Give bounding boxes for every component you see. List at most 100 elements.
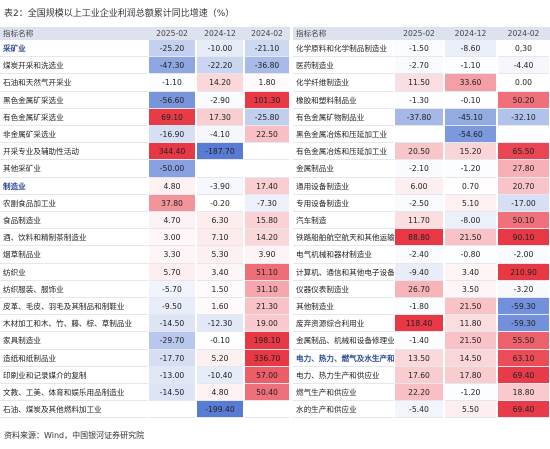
value-cell: -59.30: [498, 315, 549, 333]
value-cell: [149, 401, 195, 419]
value-cell: 17.40: [245, 177, 289, 195]
row-label: 计算机、通信和其他电子设备制造业: [293, 264, 394, 281]
value-cell: 198.10: [245, 332, 289, 350]
row-label: 煤炭开采和洗选业: [0, 57, 148, 75]
row-label: 专用设备制造业: [293, 195, 394, 212]
row-label: 其他制造业: [293, 298, 394, 316]
value-cell: 6.00: [395, 177, 443, 195]
value-cell: 5.20: [197, 349, 243, 367]
row-label: 医药制造业: [293, 57, 394, 75]
value-cell: 17.60: [395, 366, 443, 384]
row-label: 其他采矿业: [0, 160, 148, 178]
row-label: 家具制造业: [0, 332, 148, 350]
header-cell: 2024-02: [244, 27, 290, 40]
header-cell: 2024-12: [196, 27, 244, 40]
value-cell: 69.10: [149, 108, 195, 126]
value-cell: -0.10: [445, 91, 496, 109]
value-cell: 11.70: [395, 212, 443, 230]
value-cell: -47.30: [149, 57, 195, 75]
value-cell: -0.80: [445, 246, 496, 264]
row-label: 化学原料和化学制品制造业: [293, 40, 394, 58]
value-cell: 90.10: [498, 229, 549, 247]
value-cell: 3.50: [445, 280, 496, 298]
row-label: 纺织业: [0, 264, 148, 281]
row-label: 石油和天然气开采业: [0, 74, 148, 92]
value-cell: 17.30: [197, 108, 243, 126]
value-cell: -2.00: [498, 246, 549, 264]
row-label: 黑色金属冶炼和压延加工业: [293, 126, 394, 144]
row-label: 皮革、毛皮、羽毛及其制品和制鞋业: [0, 298, 148, 316]
value-cell: -1.30: [395, 91, 443, 109]
value-cell: 4.80: [197, 384, 243, 402]
value-cell: -2.10: [395, 160, 443, 178]
value-cell: -1.20: [445, 160, 496, 178]
row-label: 废弃资源综合利用业: [293, 315, 394, 333]
value-cell: 21.30: [245, 298, 289, 316]
value-cell: 336.70: [245, 349, 289, 367]
value-cell: -0.10: [197, 332, 243, 350]
value-cell: 14.20: [197, 74, 243, 92]
value-cell: 65.50: [498, 143, 549, 161]
row-label: 有色金属冶炼和压延加工业: [293, 143, 394, 161]
value-cell: [245, 160, 289, 178]
value-cell: -59.30: [498, 298, 549, 316]
value-cell: 0.00: [498, 74, 549, 92]
value-cell: -36.80: [245, 57, 289, 75]
value-cell: -22.20: [197, 57, 243, 75]
value-cell: -10.40: [197, 366, 243, 384]
value-cell: 88.80: [395, 229, 443, 247]
value-cell: -25.20: [149, 40, 195, 58]
row-label: 印刷业和记录媒介的复制: [0, 367, 148, 384]
value-cell: 3.90: [245, 246, 289, 264]
row-label: 黑色金属矿采选业: [0, 92, 148, 109]
value-cell: 0,30: [498, 40, 549, 58]
value-cell: -17.70: [149, 349, 195, 367]
value-cell: -32.10: [498, 108, 549, 126]
value-cell: 21.50: [445, 298, 496, 316]
row-label: 木材加工和木、竹、藤、棕、草制品业: [0, 315, 148, 333]
row-label: 橡胶和塑料制品业: [293, 92, 394, 109]
value-cell: 1.60: [197, 298, 243, 316]
value-cell: 3.30: [149, 246, 195, 264]
row-label: 电力、热力、燃气及水生产和供应业: [293, 350, 394, 367]
value-cell: -9.40: [395, 263, 443, 281]
value-cell: -4.40: [498, 57, 549, 75]
value-cell: -13.00: [149, 366, 195, 384]
value-cell: 37.80: [149, 194, 195, 212]
value-cell: 17.80: [445, 366, 496, 384]
value-cell: 5.70: [149, 263, 195, 281]
value-cell: -5.70: [149, 280, 195, 298]
value-cell: 20.70: [498, 177, 549, 195]
value-cell: 51.10: [245, 263, 289, 281]
value-cell: -17.00: [498, 194, 549, 212]
value-cell: 344.40: [149, 143, 195, 161]
value-cell: -5.40: [395, 401, 443, 419]
value-cell: -16.90: [149, 126, 195, 144]
value-cell: 22.50: [245, 126, 289, 144]
value-cell: 4.80: [149, 177, 195, 195]
value-cell: -1.40: [395, 332, 443, 350]
row-label: 开采专业及辅助性活动: [0, 143, 148, 161]
row-label: 酒、饮料和精制茶制造业: [0, 229, 148, 247]
value-cell: -1.20: [445, 384, 496, 402]
value-cell: 7.10: [197, 229, 243, 247]
value-cell: [245, 401, 289, 419]
table-title: 表2：全国规模以上工业企业利润总额累计同比增速（%）: [4, 9, 235, 19]
value-cell: 31.10: [245, 280, 289, 298]
value-cell: 69.40: [498, 401, 549, 419]
row-label: 有色金属矿采选业: [0, 109, 148, 126]
row-label: 农副食品加工业: [0, 195, 148, 212]
value-cell: -199.40: [197, 401, 243, 419]
value-cell: -3.20: [498, 280, 549, 298]
value-cell: 63.10: [498, 349, 549, 367]
value-cell: 20.50: [395, 143, 443, 161]
row-label: 制造业: [0, 178, 148, 195]
value-cell: 57.00: [245, 366, 289, 384]
value-cell: [197, 160, 243, 178]
value-cell: -2.90: [197, 91, 243, 109]
value-cell: -1.10: [445, 57, 496, 75]
value-cell: 3.40: [197, 263, 243, 281]
row-label: 文教、工美、体育和娱乐用品制造业: [0, 384, 148, 402]
value-cell: -2.50: [395, 194, 443, 212]
value-cell: 26.70: [395, 280, 443, 298]
